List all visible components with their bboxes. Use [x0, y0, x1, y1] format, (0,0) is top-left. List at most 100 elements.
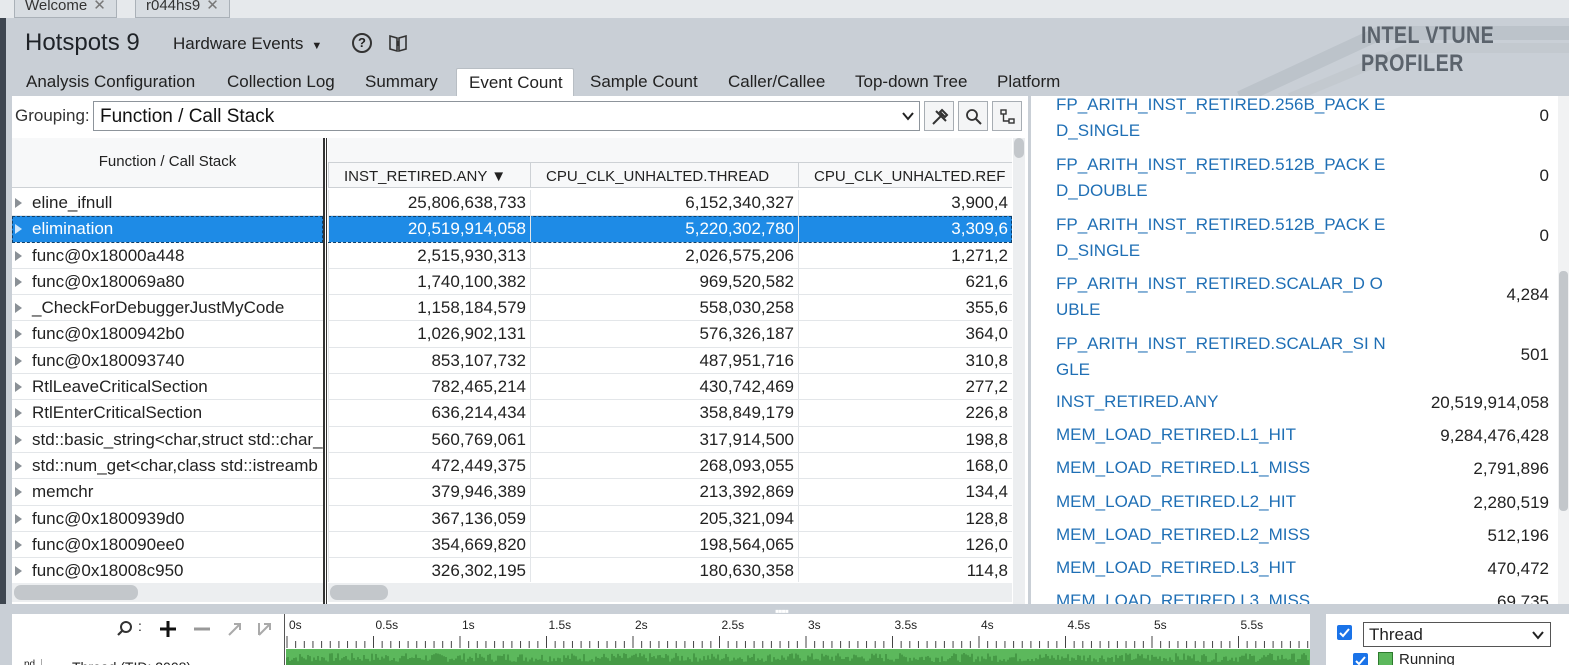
expand-arrow-icon[interactable]: [15, 408, 22, 419]
scroll-thumb[interactable]: [14, 585, 138, 600]
event-row[interactable]: MEM_LOAD_RETIRED.L3_HIT 470,472: [1031, 555, 1557, 585]
table-row[interactable]: 1,158,184,579 558,030,258 355,6: [328, 295, 1012, 322]
zoom-icon[interactable]: [116, 620, 134, 638]
table-row[interactable]: 853,107,732 487,951,716 310,8: [328, 347, 1012, 375]
thread-checkbox[interactable]: [1337, 625, 1352, 640]
table-row[interactable]: func@0x1800942b0: [12, 321, 323, 348]
expand-arrow-icon[interactable]: [15, 355, 22, 366]
event-row[interactable]: INST_RETIRED.ANY 20,519,914,058: [1031, 389, 1557, 419]
table-row[interactable]: 379,946,389 213,392,869 134,4: [328, 479, 1012, 506]
table-row[interactable]: memchr: [12, 479, 323, 506]
event-row[interactable]: MEM_LOAD_RETIRED.L3_MISS 69,735: [1031, 588, 1557, 604]
table-row[interactable]: func@0x18008c950: [12, 558, 323, 582]
expand-arrow-icon[interactable]: [15, 250, 22, 261]
table-row[interactable]: func@0x18000a448: [12, 243, 323, 269]
event-name-link[interactable]: MEM_LOAD_RETIRED.L3_MISS: [1056, 591, 1311, 604]
event-name-link[interactable]: MEM_LOAD_RETIRED.L1_HIT: [1056, 425, 1296, 444]
undo-zoom-icon[interactable]: [226, 620, 244, 638]
table-row[interactable]: func@0x180093740: [12, 348, 323, 375]
horizontal-scrollbar-left[interactable]: [12, 583, 323, 602]
column-header-inst-retired[interactable]: INST_RETIRED.ANY ▼: [328, 162, 530, 187]
table-row[interactable]: 472,449,375 268,093,055 168,0: [328, 452, 1012, 480]
table-row[interactable]: 1,026,902,131 576,326,187 364,0: [328, 321, 1012, 348]
event-name-link[interactable]: MEM_LOAD_RETIRED.L2_HIT: [1056, 492, 1296, 511]
tab-event-count[interactable]: Event Count: [456, 68, 574, 96]
tab-top-down-tree[interactable]: Top-down Tree: [855, 72, 968, 91]
expand-arrow-icon[interactable]: [15, 224, 22, 235]
table-row[interactable]: 20,519,914,058 5,220,302,780 3,309,6: [328, 216, 1012, 243]
expand-arrow-icon[interactable]: [15, 487, 22, 498]
table-row[interactable]: RtlLeaveCriticalSection: [12, 374, 323, 401]
table-row[interactable]: std::num_get<char,class std::istreamb: [12, 453, 323, 480]
event-name-link[interactable]: FP_ARITH_INST_RETIRED.SCALAR_D OUBLE: [1056, 274, 1383, 319]
table-row[interactable]: 636,214,434 358,849,179 226,8: [328, 400, 1012, 427]
timeline-filter-select[interactable]: Thread: [1363, 622, 1551, 647]
doc-tab-welcome[interactable]: Welcome ✕: [14, 0, 117, 18]
expand-arrow-icon[interactable]: [15, 566, 22, 577]
scroll-thumb[interactable]: [1559, 271, 1568, 511]
help-icon[interactable]: ?: [352, 33, 372, 53]
tab-platform[interactable]: Platform: [997, 72, 1061, 91]
zoom-in-icon[interactable]: [159, 620, 177, 638]
table-row[interactable]: 782,465,214 430,742,469 277,2: [328, 374, 1012, 401]
column-header-cpu-clk-ref[interactable]: CPU_CLK_UNHALTED.REF: [798, 162, 1012, 187]
event-row[interactable]: MEM_LOAD_RETIRED.L2_HIT 2,280,519: [1031, 489, 1557, 519]
column-header-cpu-clk-thread[interactable]: CPU_CLK_UNHALTED.THREAD: [530, 162, 798, 187]
tab-caller-callee[interactable]: Caller/Callee: [728, 72, 826, 91]
table-row[interactable]: elimination: [12, 216, 323, 243]
event-row[interactable]: FP_ARITH_INST_RETIRED.SCALAR_SI NGLE 501: [1031, 331, 1557, 387]
expand-arrow-icon[interactable]: [15, 513, 22, 524]
event-row[interactable]: MEM_LOAD_RETIRED.L1_HIT 9,284,476,428: [1031, 422, 1557, 452]
table-row[interactable]: _CheckForDebuggerJustMyCode: [12, 295, 323, 322]
table-row[interactable]: 354,669,820 198,564,065 126,0: [328, 531, 1012, 559]
table-row[interactable]: func@0x180090ee0: [12, 532, 323, 559]
thread-activity-bar[interactable]: [285, 649, 1310, 665]
scroll-thumb[interactable]: [330, 585, 388, 600]
event-row[interactable]: MEM_LOAD_RETIRED.L1_MISS 2,791,896: [1031, 455, 1557, 485]
splitter-grip-icon[interactable]: [1025, 335, 1029, 375]
tab-summary[interactable]: Summary: [365, 72, 438, 91]
horizontal-scrollbar-right[interactable]: [328, 583, 1012, 602]
table-row[interactable]: 25,806,638,733 6,152,340,327 3,900,4: [328, 190, 1012, 217]
event-name-link[interactable]: FP_ARITH_INST_RETIRED.512B_PACK ED_SINGL…: [1056, 215, 1386, 260]
search-button[interactable]: [958, 101, 988, 131]
expand-arrow-icon[interactable]: [15, 329, 22, 340]
table-row[interactable]: RtlEnterCriticalSection: [12, 400, 323, 427]
scroll-thumb[interactable]: [1014, 138, 1024, 158]
table-row[interactable]: eline_ifnull: [12, 190, 323, 217]
event-name-link[interactable]: FP_ARITH_INST_RETIRED.SCALAR_SI NGLE: [1056, 334, 1386, 379]
expand-arrow-icon[interactable]: [15, 303, 22, 314]
event-row[interactable]: FP_ARITH_INST_RETIRED.256B_PACK ED_SINGL…: [1031, 96, 1557, 148]
expand-arrow-icon[interactable]: [15, 198, 22, 208]
event-name-link[interactable]: MEM_LOAD_RETIRED.L2_MISS: [1056, 525, 1311, 544]
pane-divider[interactable]: [323, 138, 327, 604]
expand-arrow-icon[interactable]: [15, 434, 22, 445]
grouping-select[interactable]: Function / Call Stack: [93, 101, 920, 131]
close-icon[interactable]: ✕: [93, 0, 106, 14]
call-stack-mode-button[interactable]: [992, 101, 1022, 131]
tab-analysis-configuration[interactable]: Analysis Configuration: [26, 72, 196, 91]
event-name-link[interactable]: MEM_LOAD_RETIRED.L1_MISS: [1056, 458, 1311, 477]
expand-arrow-icon[interactable]: [15, 382, 22, 393]
expand-arrow-icon[interactable]: [15, 539, 22, 550]
reset-zoom-icon[interactable]: [256, 620, 274, 638]
running-checkbox[interactable]: [1353, 653, 1368, 665]
analysis-type-dropdown[interactable]: Hardware Events ▼: [173, 34, 322, 54]
close-icon[interactable]: ✕: [206, 0, 219, 14]
tools-button[interactable]: [924, 101, 954, 131]
table-row[interactable]: 1,740,100,382 969,520,582 621,6: [328, 268, 1012, 296]
expand-arrow-icon[interactable]: [15, 460, 22, 471]
table-row[interactable]: std::basic_string<char,struct std::char_: [12, 427, 323, 453]
table-row[interactable]: 2,515,930,313 2,026,575,206 1,271,2: [328, 242, 1012, 269]
zoom-menu-icon[interactable]: :: [138, 618, 142, 634]
tab-collection-log[interactable]: Collection Log: [227, 72, 335, 91]
event-row[interactable]: FP_ARITH_INST_RETIRED.512B_PACK ED_DOUBL…: [1031, 152, 1557, 208]
vertical-scrollbar-details[interactable]: [1558, 96, 1569, 604]
doc-tab-result[interactable]: r044hs9 ✕: [135, 0, 230, 18]
vertical-scrollbar-grid[interactable]: [1013, 138, 1025, 604]
table-row[interactable]: func@0x180069a80: [12, 269, 323, 296]
table-row[interactable]: 560,769,061 317,914,500 198,8: [328, 426, 1012, 453]
event-name-link[interactable]: INST_RETIRED.ANY: [1056, 392, 1219, 411]
event-name-link[interactable]: FP_ARITH_INST_RETIRED.512B_PACK ED_DOUBL…: [1056, 155, 1386, 200]
table-row[interactable]: func@0x1800939d0: [12, 506, 323, 532]
